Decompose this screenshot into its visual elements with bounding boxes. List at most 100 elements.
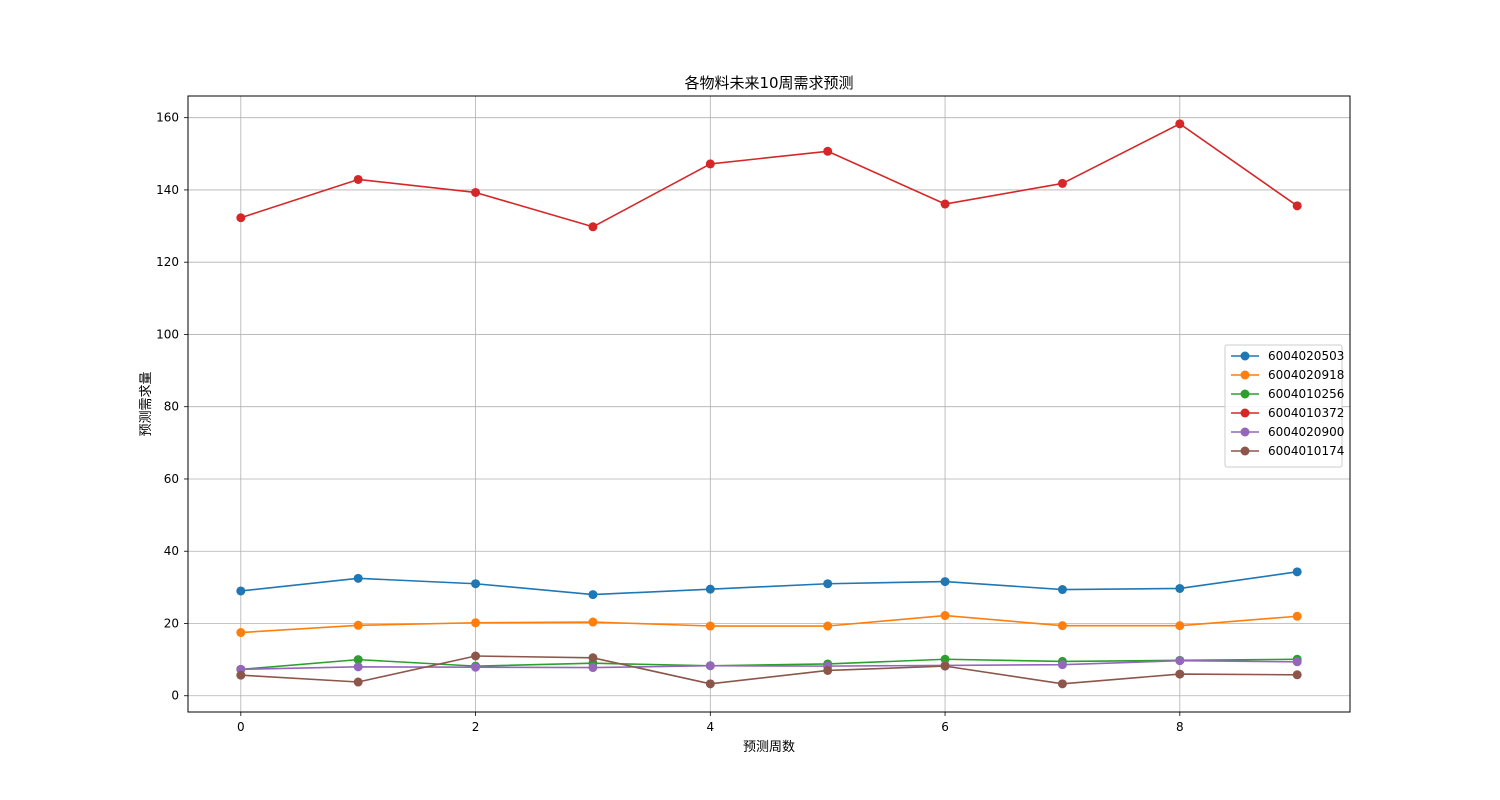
- legend-label: 6004010174: [1268, 444, 1344, 458]
- data-point: [588, 590, 598, 600]
- data-point: [1292, 201, 1302, 211]
- series-lines: [236, 119, 1302, 689]
- data-point: [940, 577, 950, 587]
- x-tick-label: 8: [1176, 720, 1184, 734]
- plot-area: [188, 96, 1350, 712]
- series-line: [240, 655, 1298, 685]
- y-axis-ticks: 0 20 40 60 80 100 120 140 160: [156, 111, 188, 703]
- data-point: [1292, 611, 1302, 621]
- data-point: [471, 618, 481, 628]
- data-point: [353, 677, 363, 687]
- data-point: [1057, 660, 1067, 670]
- legend-marker: [1240, 389, 1250, 399]
- data-point: [588, 617, 598, 627]
- data-point: [940, 661, 950, 671]
- data-point: [705, 159, 715, 169]
- legend-marker: [1240, 446, 1250, 456]
- data-point: [588, 663, 598, 673]
- x-tick-label: 4: [706, 720, 714, 734]
- series-6004020503: [236, 567, 1302, 600]
- series-line: [240, 658, 1298, 671]
- data-point: [705, 621, 715, 631]
- data-point: [471, 662, 481, 672]
- legend-label: 6004020503: [1268, 349, 1344, 363]
- series-line: [240, 571, 1298, 596]
- data-point: [823, 579, 833, 589]
- legend-item: 6004020900: [1231, 425, 1344, 439]
- legend-item: 6004020503: [1231, 349, 1344, 363]
- data-point: [1057, 621, 1067, 631]
- x-axis-ticks: 0 2 4 6 8: [237, 712, 1184, 734]
- legend-item: 6004020918: [1231, 368, 1344, 382]
- data-point: [823, 665, 833, 675]
- series-6004020900: [236, 656, 1302, 674]
- legend-label: 6004010372: [1268, 406, 1344, 420]
- y-tick-label: 40: [164, 544, 179, 558]
- data-point: [705, 679, 715, 689]
- legend-label: 6004010256: [1268, 387, 1344, 401]
- y-axis-label: 预测需求量: [139, 371, 154, 436]
- y-tick-label: 100: [156, 327, 179, 341]
- data-point: [1057, 585, 1067, 595]
- legend-label: 6004020918: [1268, 368, 1344, 382]
- legend-marker: [1240, 370, 1250, 380]
- series-6004020918: [236, 611, 1302, 638]
- x-tick-label: 6: [941, 720, 949, 734]
- data-point: [1057, 679, 1067, 689]
- series-line: [240, 123, 1298, 228]
- data-point: [705, 584, 715, 594]
- y-tick-label: 140: [156, 183, 179, 197]
- data-point: [705, 661, 715, 671]
- data-point: [1292, 670, 1302, 680]
- data-point: [1292, 657, 1302, 667]
- x-tick-label: 0: [237, 720, 245, 734]
- y-tick-label: 160: [156, 111, 179, 125]
- y-tick-label: 20: [164, 616, 179, 630]
- legend-item: 6004010372: [1231, 406, 1344, 420]
- plot-frame: [187, 95, 1351, 713]
- data-point: [353, 174, 363, 184]
- legend-marker: [1240, 427, 1250, 437]
- legend: 6004020503 6004020918 6004010256 6004010372…: [1224, 344, 1344, 468]
- data-point: [353, 662, 363, 672]
- data-point: [940, 611, 950, 621]
- series-line: [240, 614, 1298, 634]
- data-point: [823, 621, 833, 631]
- grid-lines: [188, 96, 1350, 712]
- series-line: [240, 659, 1298, 671]
- legend-marker: [1240, 351, 1250, 361]
- x-axis-label: 预测周数: [743, 740, 795, 755]
- series-6004010372: [236, 119, 1302, 232]
- data-point: [1292, 567, 1302, 577]
- data-point: [471, 579, 481, 589]
- data-point: [353, 573, 363, 583]
- data-point: [1175, 669, 1185, 679]
- legend-marker: [1240, 408, 1250, 418]
- y-tick-label: 0: [171, 689, 179, 703]
- x-tick-label: 2: [472, 720, 480, 734]
- data-point: [1175, 621, 1185, 631]
- legend-item: 6004010256: [1231, 387, 1344, 401]
- data-point: [940, 199, 950, 209]
- data-point: [588, 222, 598, 232]
- data-point: [1175, 119, 1185, 129]
- y-tick-label: 60: [164, 472, 179, 486]
- data-point: [236, 586, 246, 596]
- chart-title: 各物料未来10周需求预测: [684, 74, 853, 92]
- data-point: [1175, 583, 1185, 593]
- data-point: [1175, 656, 1185, 666]
- data-point: [236, 628, 246, 638]
- data-point: [588, 653, 598, 663]
- data-point: [471, 187, 481, 197]
- data-point: [1057, 178, 1067, 188]
- legend-item: 6004010174: [1231, 444, 1344, 458]
- y-tick-label: 120: [156, 255, 179, 269]
- series-6004010174: [236, 651, 1302, 689]
- data-point: [471, 651, 481, 661]
- data-point: [353, 620, 363, 630]
- data-point: [236, 213, 246, 223]
- legend-label: 6004020900: [1268, 425, 1344, 439]
- data-point: [236, 670, 246, 680]
- data-point: [823, 146, 833, 156]
